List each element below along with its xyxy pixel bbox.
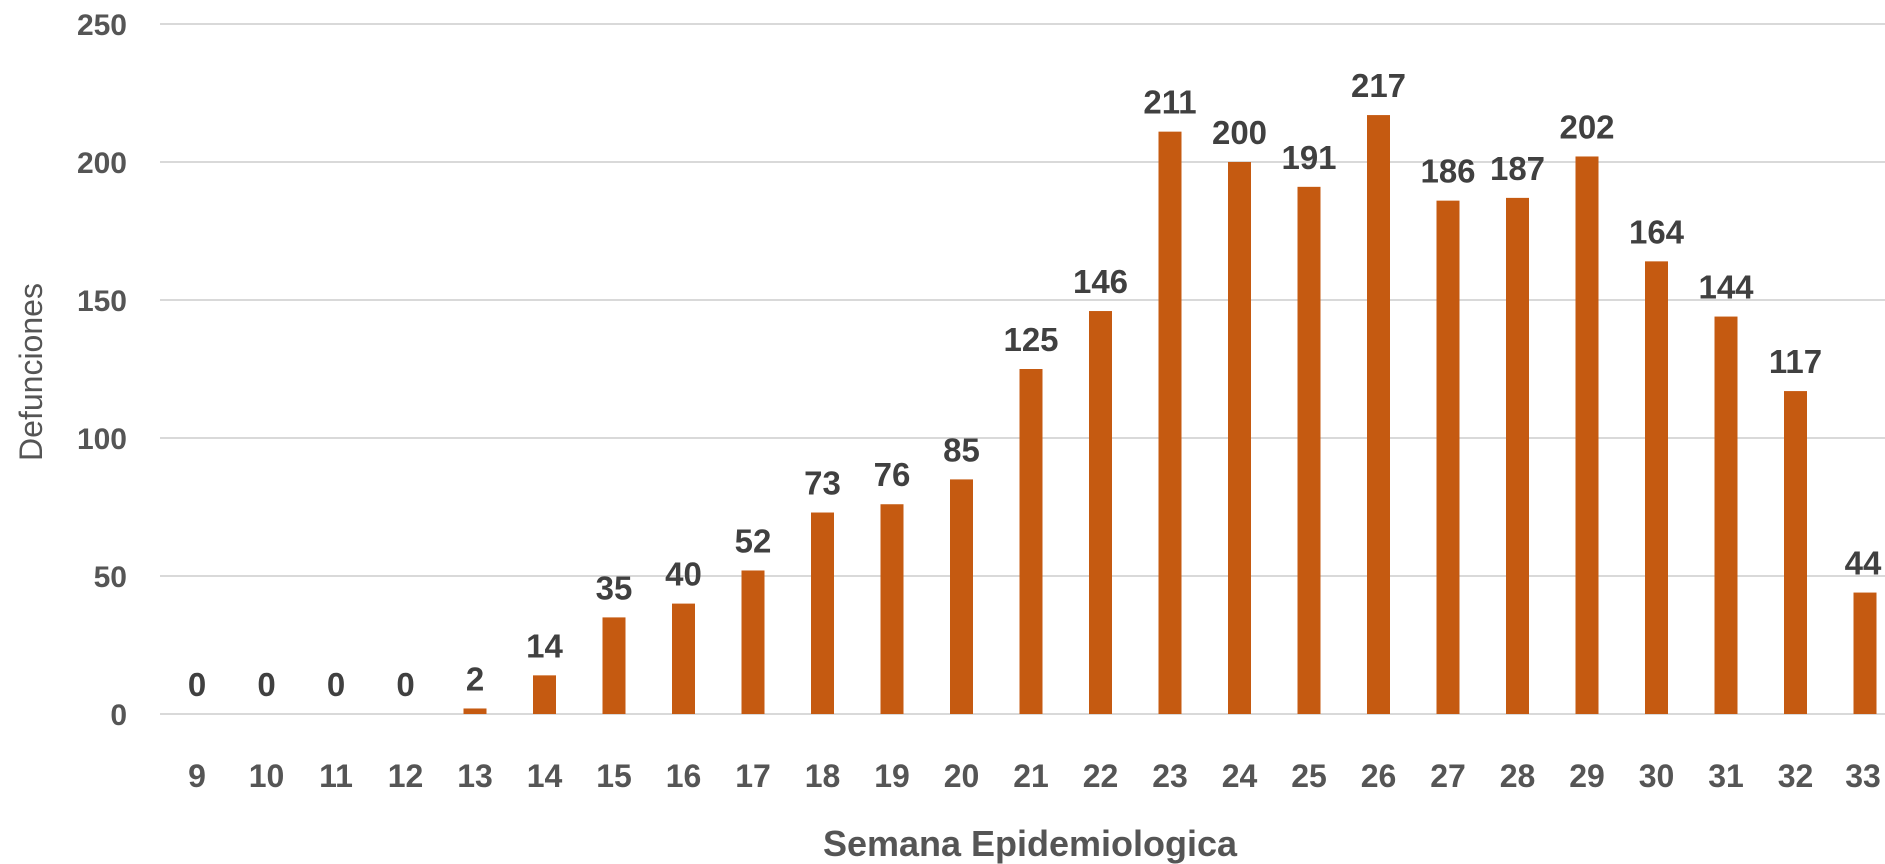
bar <box>741 570 765 714</box>
y-axis-ticks: 0 50 100 150 200 250 <box>77 9 127 732</box>
data-label: 191 <box>1281 139 1336 176</box>
bar <box>463 708 487 714</box>
data-label: 217 <box>1351 67 1406 104</box>
x-tick-label: 28 <box>1500 758 1536 794</box>
data-label: 146 <box>1073 263 1128 300</box>
x-tick-label: 26 <box>1361 758 1397 794</box>
data-label: 187 <box>1490 150 1545 187</box>
data-labels: 0 0 0 0 2 14 35 40 52 73 76 85 125 146 211 200 191 217 186… <box>188 67 1882 703</box>
x-tick-label: 24 <box>1222 758 1258 794</box>
data-label: 35 <box>596 569 633 606</box>
bar <box>533 675 556 714</box>
x-tick-label: 11 <box>319 758 353 794</box>
bar <box>1228 162 1251 714</box>
x-tick-label: 31 <box>1708 758 1744 794</box>
x-tick-label: 25 <box>1291 758 1327 794</box>
bar <box>1645 261 1668 714</box>
bar <box>1784 391 1807 714</box>
x-tick-label: 16 <box>666 758 702 794</box>
data-label: 144 <box>1698 269 1754 306</box>
y-tick-label: 0 <box>110 699 127 732</box>
x-tick-label: 15 <box>596 758 632 794</box>
bar <box>1436 200 1460 714</box>
bar <box>672 603 695 714</box>
data-label: 85 <box>943 431 980 468</box>
bar <box>1297 186 1321 715</box>
x-axis-ticks: 9 10 11 12 13 14 15 16 17 18 19 20 21 22 23 24 25 26 27 28 2… <box>188 758 1881 794</box>
bar <box>1506 197 1529 714</box>
data-label: 0 <box>257 666 275 703</box>
x-tick-label: 18 <box>805 758 841 794</box>
data-label: 40 <box>665 556 702 593</box>
x-tick-label: 27 <box>1430 758 1466 794</box>
bar <box>1853 592 1877 714</box>
data-label: 44 <box>1845 545 1882 582</box>
bar <box>1158 131 1182 714</box>
bar <box>1019 369 1043 714</box>
x-tick-label: 20 <box>944 758 980 794</box>
data-label: 52 <box>735 522 772 559</box>
bar <box>1089 311 1112 714</box>
y-tick-label: 200 <box>77 147 127 180</box>
x-tick-label: 29 <box>1569 758 1605 794</box>
data-label: 200 <box>1212 114 1267 151</box>
bar <box>1367 115 1390 714</box>
data-label: 117 <box>1769 343 1822 380</box>
data-label: 73 <box>804 465 841 502</box>
x-tick-label: 12 <box>388 758 424 794</box>
data-label: 202 <box>1559 108 1614 145</box>
data-label: 14 <box>526 627 563 664</box>
bar <box>602 617 626 714</box>
bar <box>880 504 904 714</box>
bar <box>950 479 973 714</box>
x-tick-label: 19 <box>874 758 910 794</box>
y-tick-label: 150 <box>77 285 127 318</box>
data-label: 0 <box>188 666 206 703</box>
y-axis-title: Defunciones <box>13 283 49 461</box>
y-tick-label: 250 <box>77 9 127 42</box>
x-tick-label: 9 <box>188 758 206 794</box>
data-label: 164 <box>1629 213 1685 250</box>
x-tick-label: 21 <box>1013 758 1049 794</box>
x-tick-label: 14 <box>527 758 563 794</box>
x-axis-title: Semana Epidemiologica <box>823 823 1238 864</box>
data-label: 0 <box>327 666 345 703</box>
y-tick-label: 100 <box>77 423 127 456</box>
bar <box>1714 316 1738 714</box>
data-label: 125 <box>1003 321 1058 358</box>
y-tick-label: 50 <box>94 561 127 594</box>
x-tick-label: 22 <box>1083 758 1119 794</box>
bar <box>811 512 834 714</box>
x-tick-label: 13 <box>457 758 493 794</box>
data-label: 186 <box>1420 153 1475 190</box>
data-label: 76 <box>874 456 911 493</box>
data-label: 211 <box>1143 84 1196 121</box>
data-label: 2 <box>466 660 484 697</box>
x-tick-label: 30 <box>1639 758 1675 794</box>
x-tick-label: 33 <box>1845 758 1881 794</box>
data-label: 0 <box>396 666 414 703</box>
bar <box>1575 156 1599 715</box>
x-tick-label: 10 <box>249 758 285 794</box>
bars <box>463 115 1877 715</box>
x-tick-label: 17 <box>735 758 771 794</box>
x-tick-label: 32 <box>1778 758 1814 794</box>
x-tick-label: 23 <box>1152 758 1188 794</box>
